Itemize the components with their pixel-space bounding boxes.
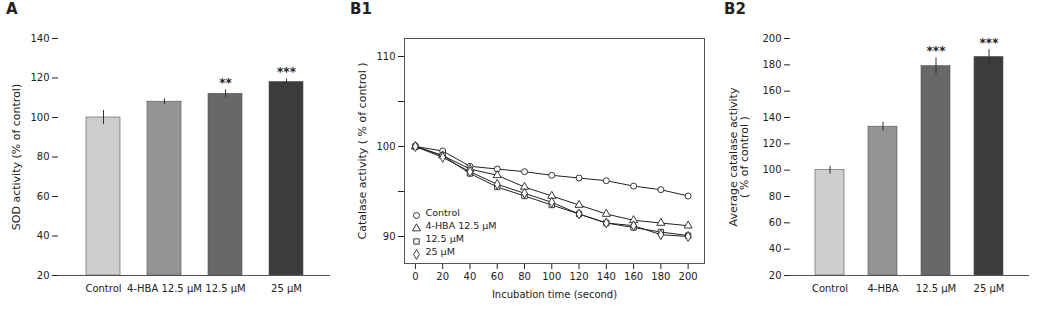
svg-text:12.5 μM: 12.5 μM	[916, 283, 956, 294]
svg-text:20: 20	[37, 270, 50, 281]
svg-text:180: 180	[762, 59, 781, 70]
svg-text:**: **	[219, 76, 232, 90]
svg-text:Control: Control	[85, 283, 121, 294]
svg-text:200: 200	[679, 271, 698, 282]
svg-text:200: 200	[762, 33, 781, 44]
svg-text:40: 40	[37, 230, 50, 241]
svg-text:110: 110	[376, 51, 395, 62]
svg-text:12.5 μM: 12.5 μM	[205, 283, 245, 294]
svg-text:25 μM: 25 μM	[426, 246, 455, 257]
svg-text:20: 20	[769, 270, 782, 281]
svg-text:160: 160	[762, 85, 781, 96]
svg-text:4-HBA 12.5 μM: 4-HBA 12.5 μM	[426, 220, 497, 231]
svg-text:12.5 μM: 12.5 μM	[426, 233, 464, 244]
svg-text:0: 0	[412, 271, 418, 282]
svg-text:140: 140	[30, 33, 49, 44]
svg-text:60: 60	[769, 217, 782, 228]
svg-text:160: 160	[624, 271, 643, 282]
svg-text:100: 100	[762, 164, 781, 175]
svg-text:40: 40	[769, 243, 782, 254]
svg-text:Incubation time (second): Incubation time (second)	[492, 289, 617, 300]
svg-text:20: 20	[436, 271, 449, 282]
svg-text:***: ***	[277, 65, 297, 79]
svg-text:100: 100	[30, 112, 49, 123]
html-text:B1: B1	[350, 0, 372, 18]
svg-text:Control: Control	[426, 207, 460, 218]
svg-text:80: 80	[769, 191, 782, 202]
svg-text:SOD activity (% of control): SOD activity (% of control)	[10, 84, 23, 230]
svg-text:100: 100	[542, 271, 561, 282]
svg-text:120: 120	[569, 271, 588, 282]
svg-text:25 μM: 25 μM	[974, 283, 1005, 294]
svg-text:***: ***	[927, 44, 947, 58]
html-text:B2: B2	[724, 0, 746, 18]
svg-text:60: 60	[491, 271, 504, 282]
svg-text:Average catalase activity( % o: Average catalase activity( % of control …	[727, 87, 751, 226]
svg-text:80: 80	[518, 271, 531, 282]
html-text:A: A	[6, 0, 18, 18]
svg-text:4-HBA 12.5 μM: 4-HBA 12.5 μM	[127, 283, 202, 294]
svg-text:4-HBA: 4-HBA	[867, 283, 898, 294]
svg-text:Control: Control	[812, 283, 848, 294]
svg-text:100: 100	[376, 141, 395, 152]
svg-text:60: 60	[37, 191, 50, 202]
svg-text:90: 90	[383, 231, 396, 242]
svg-text:120: 120	[30, 72, 49, 83]
svg-text:80: 80	[37, 151, 50, 162]
svg-text:***: ***	[980, 36, 1000, 50]
svg-text:180: 180	[651, 271, 670, 282]
svg-text:140: 140	[597, 271, 616, 282]
svg-text:120: 120	[762, 138, 781, 149]
svg-text:25 μM: 25 μM	[271, 283, 302, 294]
svg-text:40: 40	[464, 271, 477, 282]
svg-text:Catalase activity ( % of contr: Catalase activity ( % of control )	[356, 62, 369, 239]
svg-text:140: 140	[762, 112, 781, 123]
